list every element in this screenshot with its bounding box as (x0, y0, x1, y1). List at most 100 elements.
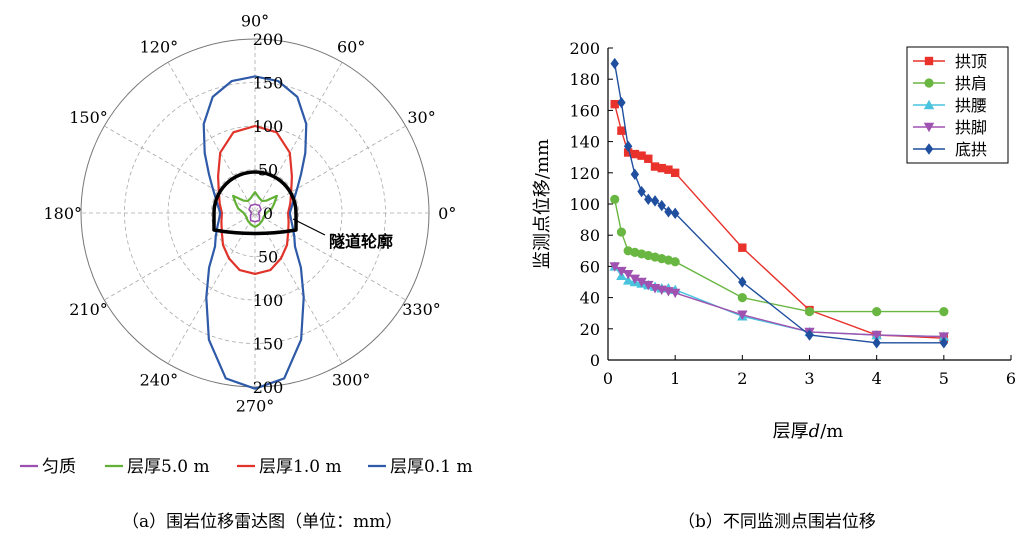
line-point-s4-4 (637, 185, 646, 198)
y-tick-label-180: 180 (569, 70, 600, 89)
line-legend-marker-1 (924, 78, 934, 88)
polar-radial-tick-down-150: 150 (253, 335, 284, 354)
line-legend-marker-4 (924, 143, 934, 155)
y-tick-label-60: 60 (580, 257, 600, 276)
line-point-s4-9 (670, 207, 680, 220)
polar-legend-label-3: 层厚0.1 m (390, 457, 473, 477)
line-point-s3-2 (622, 270, 634, 280)
polar-angle-label-300: 300° (332, 371, 371, 390)
line-point-s4-11 (805, 329, 814, 341)
line-legend-marker-2 (923, 99, 935, 110)
caption-b: （b）不同监测点围岩位移 (678, 512, 876, 532)
line-point-s3-4 (636, 277, 647, 288)
polar-spoke-60 (167, 62, 343, 364)
line-point-s4-5 (644, 193, 653, 206)
line-point-s0-5 (644, 154, 653, 163)
line-point-s4-7 (657, 199, 666, 212)
polar-angle-label-0: 0° (438, 204, 456, 223)
x-axis-label: 层厚d/m (773, 421, 844, 442)
line-point-s1-0 (610, 194, 620, 204)
polar-spoke-120 (167, 62, 343, 364)
polar-legend: 匀质 层厚5.0 m 层厚1.0 m 层厚0.1 m (20, 457, 473, 477)
polar-radar-chart: 隧道轮廓 0 50 50 100 100 150 150 200 200 0° 30° 60° 90° 1… (20, 12, 473, 477)
line-point-s0-4 (637, 151, 646, 160)
line-point-s0-0 (610, 99, 619, 109)
y-tick-label-0: 0 (590, 351, 600, 370)
polar-radial-tick-up-200: 200 (253, 30, 284, 49)
line-point-s3-1 (616, 266, 627, 277)
line-legend-marker-3 (923, 122, 935, 133)
polar-series-line-1 (232, 191, 278, 228)
line-legend-label-2: 拱腰 (955, 96, 987, 115)
polar-radial-tick-down-100: 100 (253, 291, 284, 310)
polar-series-group (202, 75, 308, 390)
polar-radial-tick-down-50: 50 (258, 248, 278, 267)
caption-a: （a）围岩位移雷达图（单位：mm） (122, 512, 403, 532)
polar-spoke-30 (104, 125, 406, 301)
tunnel-annotation-leader (292, 218, 326, 236)
line-point-s1-11 (804, 307, 815, 317)
y-tick-label-200: 200 (569, 39, 600, 58)
line-axes: 0 1 2 3 4 5 6020406080100120140160180200层厚d/m监… (532, 39, 1016, 442)
line-chart: 0 1 2 3 4 5 6020406080100120140160180200层厚d/m监… (532, 39, 1016, 442)
polar-angle-label-210: 210° (69, 300, 108, 319)
polar-legend-label-1: 层厚5.0 m (127, 457, 210, 477)
polar-angle-label-330: 330° (402, 300, 441, 319)
line-point-s3-12 (871, 330, 882, 341)
tunnel-annotation-label: 隧道轮廓 (329, 232, 393, 251)
line-point-s3-13 (938, 332, 950, 342)
polar-legend-label-2: 层厚1.0 m (259, 457, 342, 477)
x-axis-label-unit: /m (820, 421, 843, 442)
line-point-s0-7 (657, 163, 666, 173)
tunnel-outline-group: 隧道轮廓 (212, 170, 393, 251)
line-series-3 (614, 265, 944, 338)
polar-angle-label-270: 270° (236, 396, 275, 415)
x-tick-label-4: 4 (872, 369, 882, 388)
polar-radial-tick-up-0: 0 (263, 204, 273, 223)
line-point-s1-9 (670, 257, 680, 267)
x-tick-label-2: 2 (737, 369, 747, 388)
line-point-s3-5 (643, 280, 654, 291)
x-axis-label-var: d (809, 421, 821, 442)
line-legend-label-0: 拱顶 (955, 52, 987, 71)
polar-radial-tick-up-150: 150 (253, 74, 284, 93)
y-axis-label: 监测点位移/mm (532, 139, 553, 269)
polar-angle-label-30: 30° (407, 108, 435, 127)
y-tick-label-100: 100 (569, 195, 600, 214)
polar-radial-tick-down-200: 200 (253, 378, 284, 397)
y-tick-label-160: 160 (569, 101, 600, 120)
line-point-s3-9 (669, 288, 681, 299)
x-axis-label-main: 层厚 (773, 421, 809, 442)
line-point-s4-12 (872, 337, 881, 349)
line-point-s2-2 (622, 275, 634, 285)
polar-angle-label-150: 150° (69, 108, 108, 127)
polar-legend-label-0: 匀质 (42, 457, 76, 477)
line-point-s1-10 (737, 293, 747, 303)
line-legend-label-1: 拱肩 (955, 74, 987, 93)
line-legend-label-3: 拱脚 (955, 118, 987, 137)
polar-spoke-150 (104, 125, 406, 301)
polar-series-line-0 (248, 203, 262, 223)
polar-angle-label-60: 60° (337, 37, 365, 56)
polar-series-line-3 (202, 75, 308, 390)
line-point-s4-8 (664, 206, 673, 218)
line-legend-label-4: 底拱 (955, 140, 987, 159)
y-tick-label-80: 80 (580, 226, 600, 245)
line-point-s4-13 (939, 337, 949, 349)
y-tick-label-20: 20 (580, 320, 600, 339)
line-point-s0-6 (650, 162, 660, 171)
polar-angle-label-240: 240° (140, 371, 179, 390)
line-point-s0-2 (623, 148, 633, 157)
line-point-s4-1 (617, 96, 626, 109)
line-series-0 (614, 104, 944, 339)
line-point-s0-8 (664, 165, 673, 174)
x-tick-label-6: 6 (1006, 369, 1016, 388)
line-point-s0-3 (630, 149, 640, 159)
line-point-s0-9 (670, 168, 680, 177)
tunnel-outline (212, 170, 298, 236)
line-point-s3-3 (629, 274, 641, 285)
polar-angle-label-120: 120° (140, 37, 179, 56)
polar-angle-label-90: 90° (241, 12, 269, 31)
